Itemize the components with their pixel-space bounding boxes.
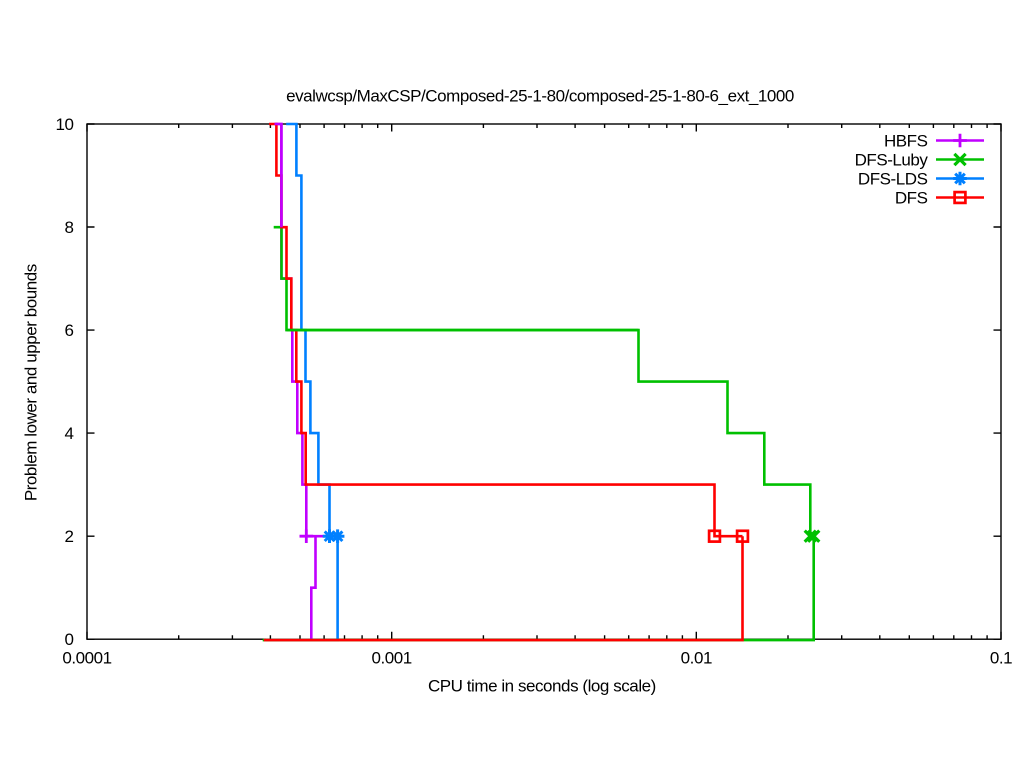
svg-text:4: 4 xyxy=(64,424,73,443)
svg-text:HBFS: HBFS xyxy=(884,132,928,151)
svg-text:evalwcsp/MaxCSP/Composed-25-1-: evalwcsp/MaxCSP/Composed-25-1-80/compose… xyxy=(286,87,794,106)
svg-text:0.0001: 0.0001 xyxy=(62,649,111,668)
svg-text:CPU time in seconds (log scale: CPU time in seconds (log scale) xyxy=(428,677,656,696)
svg-text:DFS: DFS xyxy=(895,189,928,208)
svg-text:0.001: 0.001 xyxy=(372,649,412,668)
svg-text:10: 10 xyxy=(55,115,73,134)
svg-text:0: 0 xyxy=(64,630,73,649)
svg-text:0.1: 0.1 xyxy=(990,649,1012,668)
svg-text:8: 8 xyxy=(64,218,73,237)
svg-text:Problem lower and upper bounds: Problem lower and upper bounds xyxy=(22,264,41,501)
svg-text:DFS-Luby: DFS-Luby xyxy=(855,151,929,170)
svg-text:DFS-LDS: DFS-LDS xyxy=(858,170,928,189)
svg-text:2: 2 xyxy=(64,527,73,546)
svg-text:6: 6 xyxy=(64,321,73,340)
svg-text:0.01: 0.01 xyxy=(681,649,712,668)
